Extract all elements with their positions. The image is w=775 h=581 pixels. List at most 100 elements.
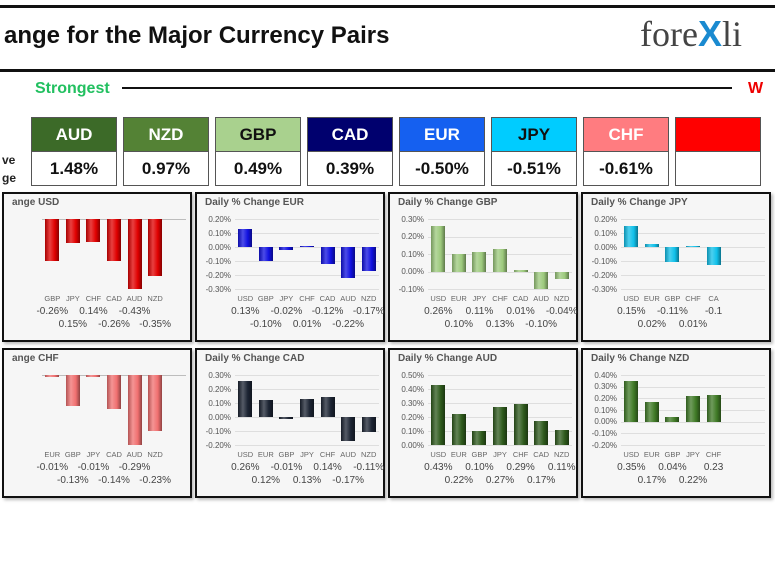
bar-jpy [65, 219, 80, 244]
top-rule [0, 5, 775, 8]
x-category-label: CHF [492, 294, 508, 303]
gridline [621, 233, 765, 234]
bar-gbp [665, 417, 680, 422]
bar-eur [644, 244, 659, 247]
gridline [428, 219, 572, 220]
y-tick-label: 0.20% [401, 232, 424, 241]
bar-nzd [554, 271, 569, 279]
bar-usd [431, 384, 446, 445]
bar-chf [493, 248, 507, 272]
bar-chf [300, 245, 314, 248]
value-label: 0.22% [678, 475, 708, 486]
logo-x-mark: X [697, 13, 722, 54]
bar-usd [238, 228, 253, 247]
value-label: 0.01% [678, 319, 708, 330]
chart-jpy [581, 192, 771, 342]
chart-title: Daily % Change NZD [591, 353, 690, 364]
bar-cad [107, 219, 121, 262]
bar-eur [451, 254, 466, 272]
gridline [621, 275, 765, 276]
y-tick-label: -0.10% [205, 256, 231, 266]
currency-change: 1.48% [49, 159, 99, 178]
y-tick-label: 0.20% [594, 393, 617, 403]
currency-box-jpy: JPY -0.51% [491, 117, 577, 186]
x-category-label: NZD [147, 294, 163, 303]
y-tick-label: 0.00% [208, 242, 231, 252]
bar-gbp [65, 375, 80, 407]
y-tick-label: -0.10% [398, 284, 424, 294]
chart-title: Daily % Change CAD [205, 353, 305, 364]
x-category-label: AUD [533, 294, 550, 303]
currency-name: AUD [32, 118, 116, 152]
x-category-label: GBP [471, 450, 488, 459]
bar-cad [534, 421, 549, 445]
bar-chf [86, 219, 101, 242]
gridline [235, 261, 379, 262]
gridline [235, 375, 379, 376]
bar-jpy [86, 375, 101, 378]
value-label: -0.1 [704, 306, 723, 317]
x-category-label: AUD [126, 294, 143, 303]
bar-jpy [279, 247, 294, 250]
bar-cad [513, 269, 528, 272]
chart-title: ange USD [12, 197, 60, 208]
x-category-label: CHF [319, 450, 336, 459]
x-category-label: EUR [450, 450, 467, 459]
x-category-label: NZD [553, 450, 570, 459]
value-label: 0.11% [465, 306, 494, 317]
value-label: 0.23 [703, 462, 724, 473]
x-category-label: USD [623, 294, 640, 303]
bar-cad [107, 375, 121, 409]
bar-aud [341, 417, 356, 441]
bar-usd [624, 380, 639, 422]
chart-title: Daily % Change AUD [398, 353, 498, 364]
gridline [235, 431, 379, 432]
y-tick-label: -0.30% [205, 284, 231, 294]
currency-change: -0.61% [599, 159, 653, 178]
value-label: -0.01% [270, 462, 303, 473]
header-rule [0, 69, 775, 72]
value-label: 0.13% [485, 319, 515, 330]
currency-box-nzd: NZD 0.97% [123, 117, 209, 186]
x-category-label: EUR [44, 450, 61, 459]
y-tick-label: 0.30% [208, 370, 231, 380]
gridline [428, 375, 572, 376]
value-label: -0.14% [98, 475, 130, 486]
x-category-label: EUR [450, 294, 467, 303]
chart-nzd [581, 348, 771, 498]
value-label: -0.22% [332, 319, 364, 330]
value-label: -0.17% [332, 475, 364, 486]
value-label: 0.01% [292, 319, 322, 330]
bar-usd [431, 226, 446, 272]
bar-aud [534, 271, 549, 289]
y-tick-label: 0.20% [594, 214, 617, 224]
chart-title: Daily % Change JPY [591, 197, 688, 208]
value-label: -0.01% [77, 462, 110, 473]
currency-change: -0.50% [415, 159, 469, 178]
value-label: 0.43% [424, 462, 453, 473]
chart-title: Daily % Change GBP [398, 197, 498, 208]
y-tick-label: 0.10% [401, 249, 424, 259]
currency-box-chf: CHF -0.61% [583, 117, 669, 186]
value-label: 0.15% [617, 306, 646, 317]
side-label-1: ve [2, 153, 16, 167]
gridline [235, 275, 379, 276]
page-title: ange for the Major Currency Pairs [4, 22, 390, 49]
gridline [235, 289, 379, 290]
x-category-label: USD [430, 450, 447, 459]
x-category-label: NZD [147, 450, 163, 459]
bar-cad [320, 247, 335, 264]
currency-name: JPY [492, 118, 576, 152]
x-category-label: AUD [340, 450, 357, 459]
bar-chf [706, 394, 721, 422]
gridline [235, 233, 379, 234]
y-tick-label: 0.40% [401, 384, 424, 394]
bar-eur [644, 401, 659, 422]
y-tick-label: -0.20% [591, 270, 617, 280]
y-tick-label: 0.30% [401, 398, 424, 408]
value-label: -0.04% [545, 306, 578, 317]
bar-jpy [493, 407, 507, 445]
gridline [428, 271, 572, 273]
gridline [621, 433, 765, 435]
value-label: 0.35% [617, 462, 646, 473]
